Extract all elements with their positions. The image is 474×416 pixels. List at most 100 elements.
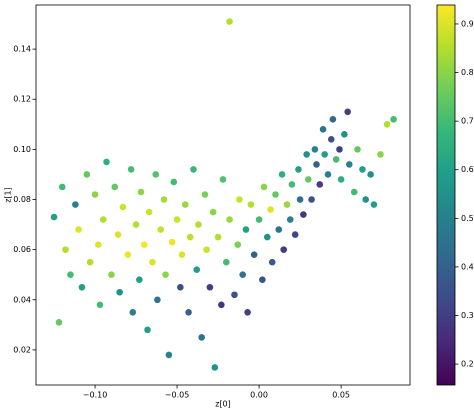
point	[152, 171, 160, 178]
point	[362, 196, 370, 203]
point	[173, 216, 181, 223]
point	[321, 151, 329, 158]
colorbar-tick-label: 0.7	[461, 117, 474, 126]
point	[255, 216, 263, 223]
point	[370, 201, 378, 208]
colorbar-tick-label: 0.5	[461, 214, 474, 223]
point	[119, 203, 127, 211]
point	[170, 178, 178, 186]
colorbar-tick-label: 0.3	[461, 311, 474, 320]
point	[86, 258, 94, 266]
y-tick-label: 0.02	[13, 345, 31, 354]
colorbar-tick-label: 0.4	[461, 262, 474, 271]
point	[127, 166, 135, 173]
point	[206, 283, 214, 291]
point	[226, 216, 233, 223]
point	[327, 136, 335, 143]
colorbar	[436, 4, 456, 386]
point	[341, 131, 348, 138]
point	[291, 231, 299, 238]
y-tick-label: 0.10	[13, 145, 31, 154]
point	[383, 121, 391, 128]
point	[286, 216, 294, 223]
point	[144, 326, 151, 334]
point	[201, 191, 209, 198]
point	[108, 271, 115, 279]
point	[83, 171, 91, 178]
point	[231, 291, 238, 299]
point	[244, 309, 251, 316]
point	[211, 364, 219, 371]
point	[185, 309, 192, 316]
point	[91, 191, 99, 198]
point	[308, 196, 315, 203]
point	[319, 126, 327, 133]
point	[145, 208, 153, 216]
point	[367, 171, 374, 178]
point	[198, 334, 205, 341]
point	[236, 196, 243, 203]
point	[186, 233, 194, 241]
point	[132, 221, 140, 228]
point	[218, 301, 225, 309]
point	[280, 246, 287, 253]
point	[160, 196, 168, 203]
point	[214, 233, 222, 241]
point	[288, 181, 296, 188]
point	[350, 188, 358, 196]
x-axis-label: z[0]	[215, 400, 231, 409]
point	[247, 201, 255, 208]
point	[239, 271, 246, 279]
point	[283, 201, 291, 208]
point	[267, 206, 274, 213]
point	[178, 251, 186, 258]
colorbar-tick-label: 0.2	[461, 360, 474, 369]
point	[336, 146, 343, 153]
point	[354, 146, 361, 153]
point	[324, 171, 332, 178]
point	[75, 226, 82, 233]
point	[316, 181, 324, 188]
point	[278, 171, 286, 178]
point	[165, 351, 173, 359]
points	[50, 18, 397, 371]
point	[55, 319, 63, 326]
point	[168, 238, 176, 246]
point	[157, 226, 164, 233]
point	[103, 158, 110, 166]
x-tick-label: 0.05	[332, 391, 350, 400]
point	[177, 283, 184, 291]
point	[304, 176, 312, 183]
point	[114, 231, 122, 238]
point	[140, 241, 148, 248]
point	[129, 309, 137, 316]
y-tick-label: 0.14	[13, 45, 31, 54]
point	[242, 226, 250, 233]
point	[137, 188, 145, 196]
point	[209, 208, 217, 216]
point	[259, 276, 266, 284]
point	[226, 18, 233, 25]
point	[337, 176, 345, 183]
point	[303, 151, 310, 158]
point	[219, 176, 227, 183]
point	[222, 258, 230, 266]
y-tick-label: 0.04	[13, 295, 31, 304]
point	[250, 251, 258, 258]
x-tick-label: 0.00	[250, 391, 268, 400]
point	[99, 216, 107, 223]
y-tick-label: 0.08	[13, 195, 31, 204]
point	[311, 146, 319, 153]
point	[346, 161, 353, 168]
point	[313, 161, 320, 168]
point	[181, 201, 189, 208]
point	[96, 301, 104, 309]
point	[377, 151, 384, 158]
point	[203, 246, 210, 253]
point	[234, 241, 242, 248]
point	[190, 166, 197, 173]
point	[193, 266, 201, 273]
point	[359, 166, 366, 173]
point	[72, 201, 79, 208]
